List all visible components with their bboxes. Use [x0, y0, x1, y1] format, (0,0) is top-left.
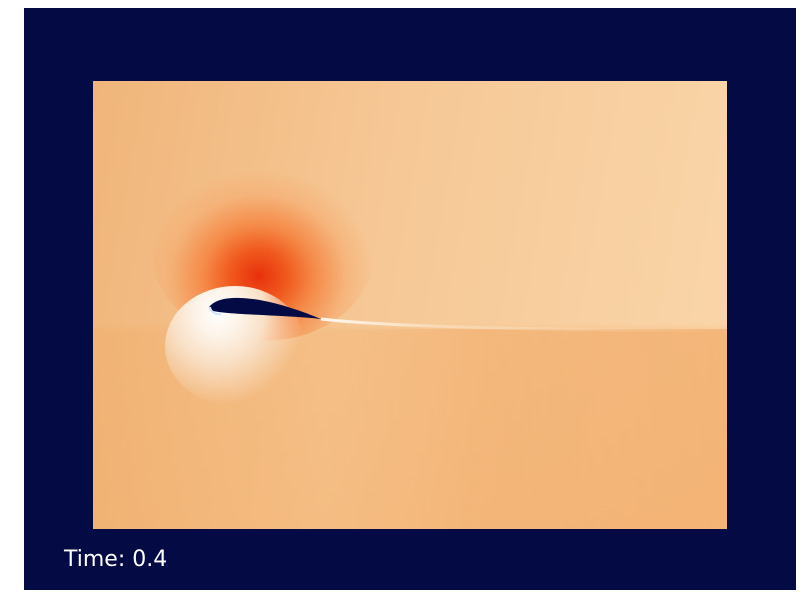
- time-label: Time: 0.4: [64, 547, 168, 572]
- visualization-viewport: Time: 0.4: [24, 8, 796, 590]
- wake-and-airfoil: [209, 297, 727, 333]
- airfoil-leading-edge-highlight: [209, 306, 222, 316]
- flow-field-plot: [93, 81, 727, 529]
- airfoil-shape: [209, 297, 321, 319]
- lower-pressure-region: [323, 329, 727, 529]
- wake-line: [320, 317, 727, 333]
